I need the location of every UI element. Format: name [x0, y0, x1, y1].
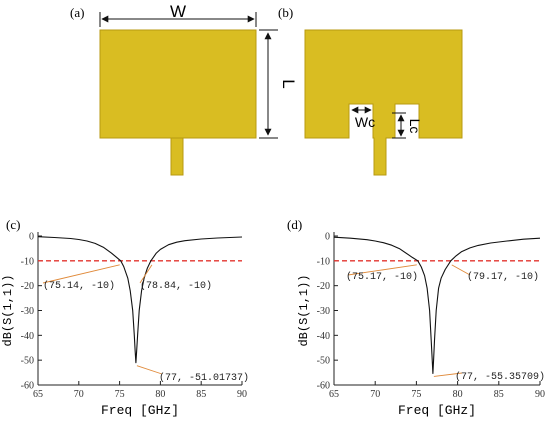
y-axis-label: dB(S(1,1)): [1, 274, 15, 346]
patch-with-inset-slots: [304, 29, 463, 176]
x-tick-label: 90: [237, 389, 247, 400]
x-tick-label: 85: [196, 389, 206, 400]
x-tick-label: 80: [453, 389, 463, 400]
annotation-leader: [139, 264, 153, 284]
w-label: W: [170, 2, 186, 21]
feed-line-a: [170, 137, 184, 176]
panel-b: (b) Wc Lc: [278, 5, 463, 176]
chart-panel-label: (d): [287, 217, 302, 232]
annotation-label: (77, -55.35709): [455, 371, 545, 383]
annotation-label: (75.17, -10): [346, 271, 418, 283]
x-tick-label: 80: [155, 389, 165, 400]
panel-a-label: (a): [70, 5, 84, 20]
y-tick-label: -60: [21, 381, 34, 392]
annotation-leader: [136, 365, 163, 375]
y-tick-label: -30: [317, 306, 330, 317]
panel-b-label: (b): [278, 5, 293, 20]
y-tick-label: -40: [21, 331, 34, 342]
s11-curve: [333, 236, 541, 375]
annotation-label: (75.14, -10): [43, 280, 115, 292]
y-tick-label: -40: [317, 331, 330, 342]
x-tick-label: 70: [370, 389, 380, 400]
patch-rectangle-a: [99, 29, 257, 139]
y-tick-label: -10: [21, 256, 34, 267]
y-tick-label: -60: [317, 381, 330, 392]
x-tick-label: 65: [33, 389, 43, 400]
l-label: L: [279, 79, 298, 88]
y-tick-label: 0: [29, 232, 34, 243]
x-tick-label: 75: [115, 389, 125, 400]
y-tick-label: -50: [317, 356, 330, 367]
y-tick-label: -50: [21, 356, 34, 367]
chart-panel-label: (c): [6, 217, 20, 232]
chart-d: (d) 65 70 75 80 85 90 0 -10 -20 -30 -40 -50 -60 Freq […: [287, 217, 545, 418]
x-tick-label: 90: [535, 389, 545, 400]
y-tick-label: -20: [317, 281, 330, 292]
chart-c: (c) 65 70 75 80 85 90 0 -10 -20 -30 -40 -50 -60 Freq […: [1, 217, 249, 418]
annotation-label: (79.17, -10): [467, 271, 539, 283]
panel-a: (a) W L: [70, 2, 298, 176]
annotation-label: (77, -51.01737): [159, 372, 249, 384]
s11-curve: [37, 236, 243, 364]
y-axis-label: dB(S(1,1)): [297, 274, 311, 346]
x-tick-label: 65: [329, 389, 339, 400]
y-tick-label: -30: [21, 306, 34, 317]
annotation-leader: [451, 264, 471, 276]
y-tick-label: -10: [317, 256, 330, 267]
wc-label: Wc: [355, 114, 375, 130]
y-tick-label: 0: [325, 232, 330, 243]
annotation-label: (78.84, -10): [140, 280, 212, 292]
x-axis-label: Freq [GHz]: [101, 403, 179, 418]
annotation-leader: [42, 264, 120, 284]
annotation-leader: [433, 372, 463, 377]
y-tick-label: -20: [21, 281, 34, 292]
x-tick-label: 85: [494, 389, 504, 400]
x-tick-label: 75: [411, 389, 421, 400]
lc-label: Lc: [407, 119, 423, 134]
x-tick-label: 70: [74, 389, 84, 400]
x-axis-label: Freq [GHz]: [398, 403, 476, 418]
annotation-leader: [347, 264, 417, 276]
